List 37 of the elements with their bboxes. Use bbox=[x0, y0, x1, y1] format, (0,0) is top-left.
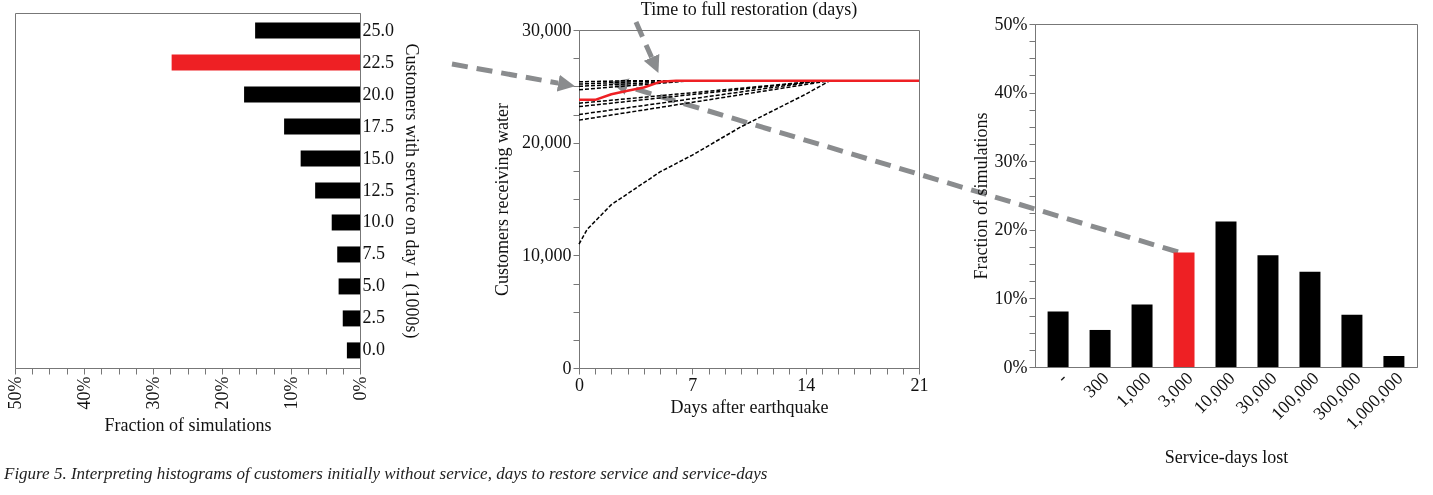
y-tick-label: 25.0 bbox=[362, 19, 394, 40]
y-tick-label: 40% bbox=[994, 82, 1028, 103]
caption: Figure 5. Interpreting histograms of customers initially without service, days to restore service and service-days bbox=[4, 464, 768, 484]
y-tick-label: 12.5 bbox=[362, 179, 394, 200]
y-tick-label: 30% bbox=[994, 150, 1028, 171]
x-tick-label: 20% bbox=[211, 376, 232, 410]
x-tick-label: 30% bbox=[142, 376, 163, 410]
y-tick-label: 10.0 bbox=[362, 211, 394, 232]
x-axis-title: Fraction of simulations bbox=[104, 415, 272, 436]
y-axis-title: Fraction of simulations bbox=[970, 112, 991, 280]
x-tick-label: 21 bbox=[910, 374, 929, 395]
y-tick-label: 0.0 bbox=[362, 339, 385, 360]
x-tick-label: 14 bbox=[797, 374, 816, 395]
y-tick-label: 10% bbox=[994, 287, 1028, 308]
y-axis-title: Customers receiving water bbox=[492, 103, 512, 296]
x-tick-label: 10% bbox=[280, 376, 301, 410]
x-tick-label: 50% bbox=[4, 376, 25, 410]
y-tick-label: 17.5 bbox=[362, 115, 394, 136]
x-tick-label: - bbox=[1052, 368, 1071, 387]
y-tick-label: 22.5 bbox=[362, 51, 394, 72]
y-tick-label: 10,000 bbox=[522, 244, 572, 265]
y-tick-label: 20% bbox=[994, 219, 1028, 240]
y-tick-label: 2.5 bbox=[362, 307, 385, 328]
x-axis-title: Days after earthquake bbox=[670, 396, 829, 417]
x-tick-label: 40% bbox=[73, 376, 94, 410]
x-tick-label: 300 bbox=[1079, 368, 1113, 402]
y-tick-label: 30,000 bbox=[522, 19, 572, 40]
y-tick-label: 15.0 bbox=[362, 147, 394, 168]
y-tick-label: 50% bbox=[994, 13, 1028, 34]
x-axis-title: Service-days lost bbox=[1164, 447, 1289, 468]
y-tick-label: 20.0 bbox=[362, 83, 394, 104]
y-axis-title: Customers with service on day 1 (1000s) bbox=[401, 43, 422, 339]
x-tick-label: 7 bbox=[688, 374, 698, 395]
y-tick-label: 20,000 bbox=[522, 132, 572, 153]
chart-title: Time to full restoration (days) bbox=[640, 0, 858, 20]
y-tick-label: 7.5 bbox=[362, 243, 385, 264]
y-tick-label: 5.0 bbox=[362, 275, 385, 296]
